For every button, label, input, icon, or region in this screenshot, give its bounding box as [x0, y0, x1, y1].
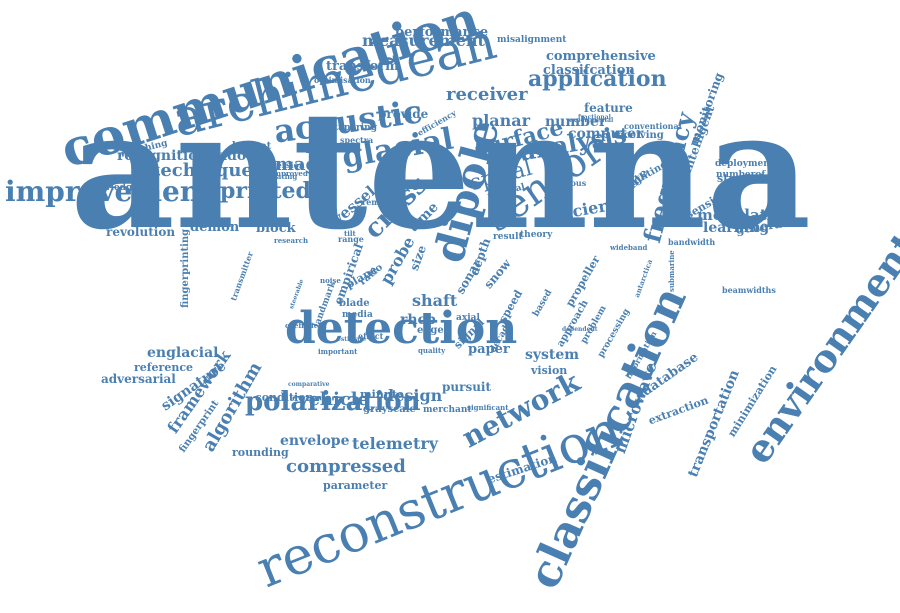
word-antenna: antenna — [70, 76, 812, 267]
word-comparative: comparative — [288, 381, 330, 389]
word-merchant: merchant — [423, 404, 472, 415]
word-pursuit: pursuit — [442, 380, 492, 395]
word-range: range — [338, 233, 364, 244]
word-project: project — [306, 143, 342, 154]
word-shaft: shaft — [412, 291, 458, 311]
word-based: based — [531, 287, 555, 319]
word-detection: detection — [285, 302, 518, 354]
word-feature: feature — [584, 101, 633, 116]
word-grayscale: grayscale — [363, 404, 416, 415]
word-technique: technique — [152, 159, 253, 181]
word-envelope: envelope — [280, 432, 350, 449]
word-numberof: numberof — [716, 169, 766, 180]
word-fingerprinting: fingerprinting — [180, 228, 191, 308]
word-receiver: receiver — [446, 83, 528, 105]
word-submarine: submarine — [667, 250, 676, 293]
word-theory: theory — [520, 229, 553, 240]
word-streaming: streaming — [717, 172, 780, 186]
word-modulation: modulation — [697, 206, 794, 224]
word-optimisation: optimisation — [314, 74, 371, 85]
word-learning: learning — [703, 219, 770, 236]
word-rhcp: rhcp — [400, 311, 436, 328]
word-budget: budget — [232, 141, 272, 152]
word-spectra: spectra — [340, 134, 374, 145]
word-printed: printed — [220, 178, 311, 205]
word-vision: vision — [531, 364, 568, 378]
word-block: block — [256, 220, 296, 236]
word-fractional: fractional — [578, 114, 611, 122]
word-experimental: experimental — [569, 117, 614, 125]
word-blade: blade — [339, 298, 370, 309]
word-comprehensive: comprehensive — [546, 48, 656, 64]
word-bandwidth: bandwidth — [668, 236, 716, 247]
word-result: result — [493, 231, 523, 242]
word-shadow: shadow — [200, 147, 259, 164]
word-recognition: recognition — [117, 147, 208, 164]
word-number: number — [545, 113, 607, 130]
word-beamwidths: beamwidths — [722, 284, 776, 295]
word-classifcation: classifcation — [543, 62, 635, 78]
word-improved: improved — [271, 169, 308, 179]
word-adversarial: adversarial — [101, 372, 176, 387]
word-previous: previous — [548, 177, 587, 188]
word-extraction: extraction — [646, 393, 711, 428]
word-performance: performance — [395, 24, 489, 40]
word-improvement: improvement — [5, 174, 214, 208]
word-minute: minute — [360, 388, 404, 402]
word-conventional: conventional — [624, 120, 682, 131]
word-version: version — [272, 159, 305, 170]
word-removal: removal — [362, 196, 398, 207]
word-reference: reference — [134, 361, 194, 375]
word-rounding: rounding — [232, 446, 289, 460]
word-system: system — [525, 346, 580, 363]
word-tilt: tilt — [344, 229, 356, 239]
word-quality: quality — [418, 346, 446, 356]
word-axial: axial — [456, 312, 480, 323]
word-evaluating: evaluating — [256, 172, 298, 182]
word-paper: paper — [468, 341, 510, 357]
word-design: design — [383, 386, 443, 406]
word-coefficient: coefficient — [285, 321, 327, 331]
word-demon: demon — [190, 219, 240, 235]
word-misalignment: misalignment — [497, 34, 567, 45]
word-telemetry: telemetry — [352, 434, 439, 454]
word-media: media — [342, 309, 373, 320]
word-planar: planar — [472, 111, 531, 131]
word-significant: significant — [467, 403, 509, 413]
word-polarization: polarization — [245, 387, 421, 418]
word-estimate: estimate — [337, 336, 367, 344]
word-deployment: deployment — [715, 158, 774, 169]
word-noise: noise — [320, 276, 341, 286]
word-transform: transform — [326, 58, 399, 74]
word-tapering: tapering — [334, 122, 378, 133]
word-application: application — [528, 66, 667, 93]
word-provide: provide — [378, 107, 429, 122]
word-image: image — [268, 153, 330, 175]
word-parameter: parameter — [323, 479, 388, 493]
word-condition: condition — [255, 391, 314, 405]
word-compressed: compressed — [286, 455, 406, 477]
word-knowledge: knowledge — [84, 182, 138, 193]
word-receiving: receiving — [612, 130, 664, 141]
word-englacial: englacial — [147, 344, 219, 361]
word-measurement: measurement — [362, 31, 485, 51]
word-dependent: dependent — [562, 326, 598, 334]
word-revolution: revolution — [106, 225, 176, 240]
word-edge: edge — [417, 325, 444, 336]
word-computer: computer — [568, 125, 644, 142]
word-wideband: wideband — [610, 243, 648, 253]
word-important: important — [318, 347, 358, 357]
word-vehicle: vehicle — [298, 388, 370, 410]
word-effect: effect — [358, 330, 384, 341]
word-research: research — [274, 236, 309, 246]
